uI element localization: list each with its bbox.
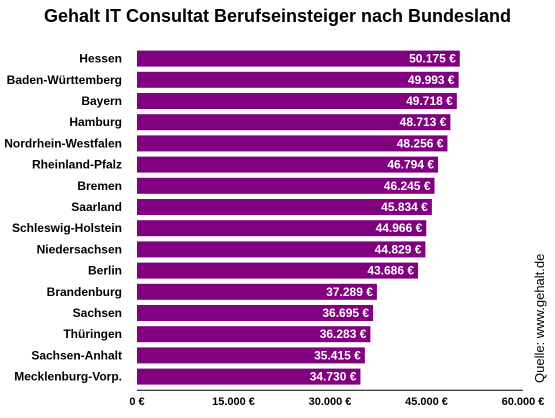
data-label: 50.175 € <box>409 52 456 66</box>
x-tick-label: 60.000 € <box>502 396 545 408</box>
data-label: 37.289 € <box>326 285 373 299</box>
data-label: 49.993 € <box>408 73 455 87</box>
bar <box>137 71 459 88</box>
bar <box>137 50 460 67</box>
source-label: Quelle: www.gehalt.de <box>532 254 547 383</box>
bar <box>137 283 377 300</box>
data-label: 44.829 € <box>375 242 422 256</box>
x-tick-label: 30.000 € <box>309 396 352 408</box>
bar <box>137 368 361 385</box>
category-label: Saarland <box>71 200 122 214</box>
category-label: Berlin <box>88 264 122 278</box>
category-label: Hamburg <box>69 115 122 129</box>
category-label: Sachsen <box>73 306 122 320</box>
x-tick-label: 0 € <box>129 396 144 408</box>
data-label: 36.283 € <box>320 327 367 341</box>
bar <box>137 199 432 215</box>
category-label: Schleswig-Holstein <box>12 221 122 235</box>
data-label: 35.415 € <box>314 348 361 362</box>
data-label: 45.834 € <box>381 200 428 214</box>
data-label: 43.686 € <box>367 264 414 278</box>
data-label: 48.256 € <box>397 136 444 150</box>
data-label: 36.695 € <box>322 306 369 320</box>
category-label: Sachsen-Anhalt <box>31 348 122 362</box>
x-tick-label: 45.000 € <box>405 396 448 408</box>
category-label: Thüringen <box>63 327 122 341</box>
category-label: Rheinland-Pfalz <box>32 158 122 172</box>
category-label: Hessen <box>79 52 122 66</box>
bar <box>137 326 371 343</box>
bar <box>137 241 426 258</box>
bar <box>137 262 419 279</box>
bar <box>137 305 374 321</box>
bar <box>137 114 451 131</box>
category-label: Nordrhein-Westfalen <box>4 136 122 150</box>
data-label: 44.966 € <box>376 221 423 235</box>
bar <box>137 347 365 364</box>
bar <box>137 156 439 173</box>
category-label: Baden-Württemberg <box>7 73 122 87</box>
bar <box>137 177 435 194</box>
category-label: Brandenburg <box>47 285 122 299</box>
bar <box>137 220 427 237</box>
bar <box>137 93 457 109</box>
x-tick-label: 15.000 € <box>212 396 255 408</box>
bar <box>137 135 448 152</box>
category-label: Niedersachsen <box>37 242 122 256</box>
data-label: 46.794 € <box>387 158 434 172</box>
data-label: 46.245 € <box>384 179 431 193</box>
chart-title: Gehalt IT Consultat Berufseinsteiger nac… <box>43 6 512 26</box>
data-label: 49.718 € <box>406 94 453 108</box>
category-label: Bayern <box>81 94 122 108</box>
category-label: Mecklenburg-Vorp. <box>14 370 122 384</box>
data-label: 34.730 € <box>310 370 357 384</box>
category-label: Bremen <box>77 179 122 193</box>
data-label: 48.713 € <box>400 115 447 129</box>
